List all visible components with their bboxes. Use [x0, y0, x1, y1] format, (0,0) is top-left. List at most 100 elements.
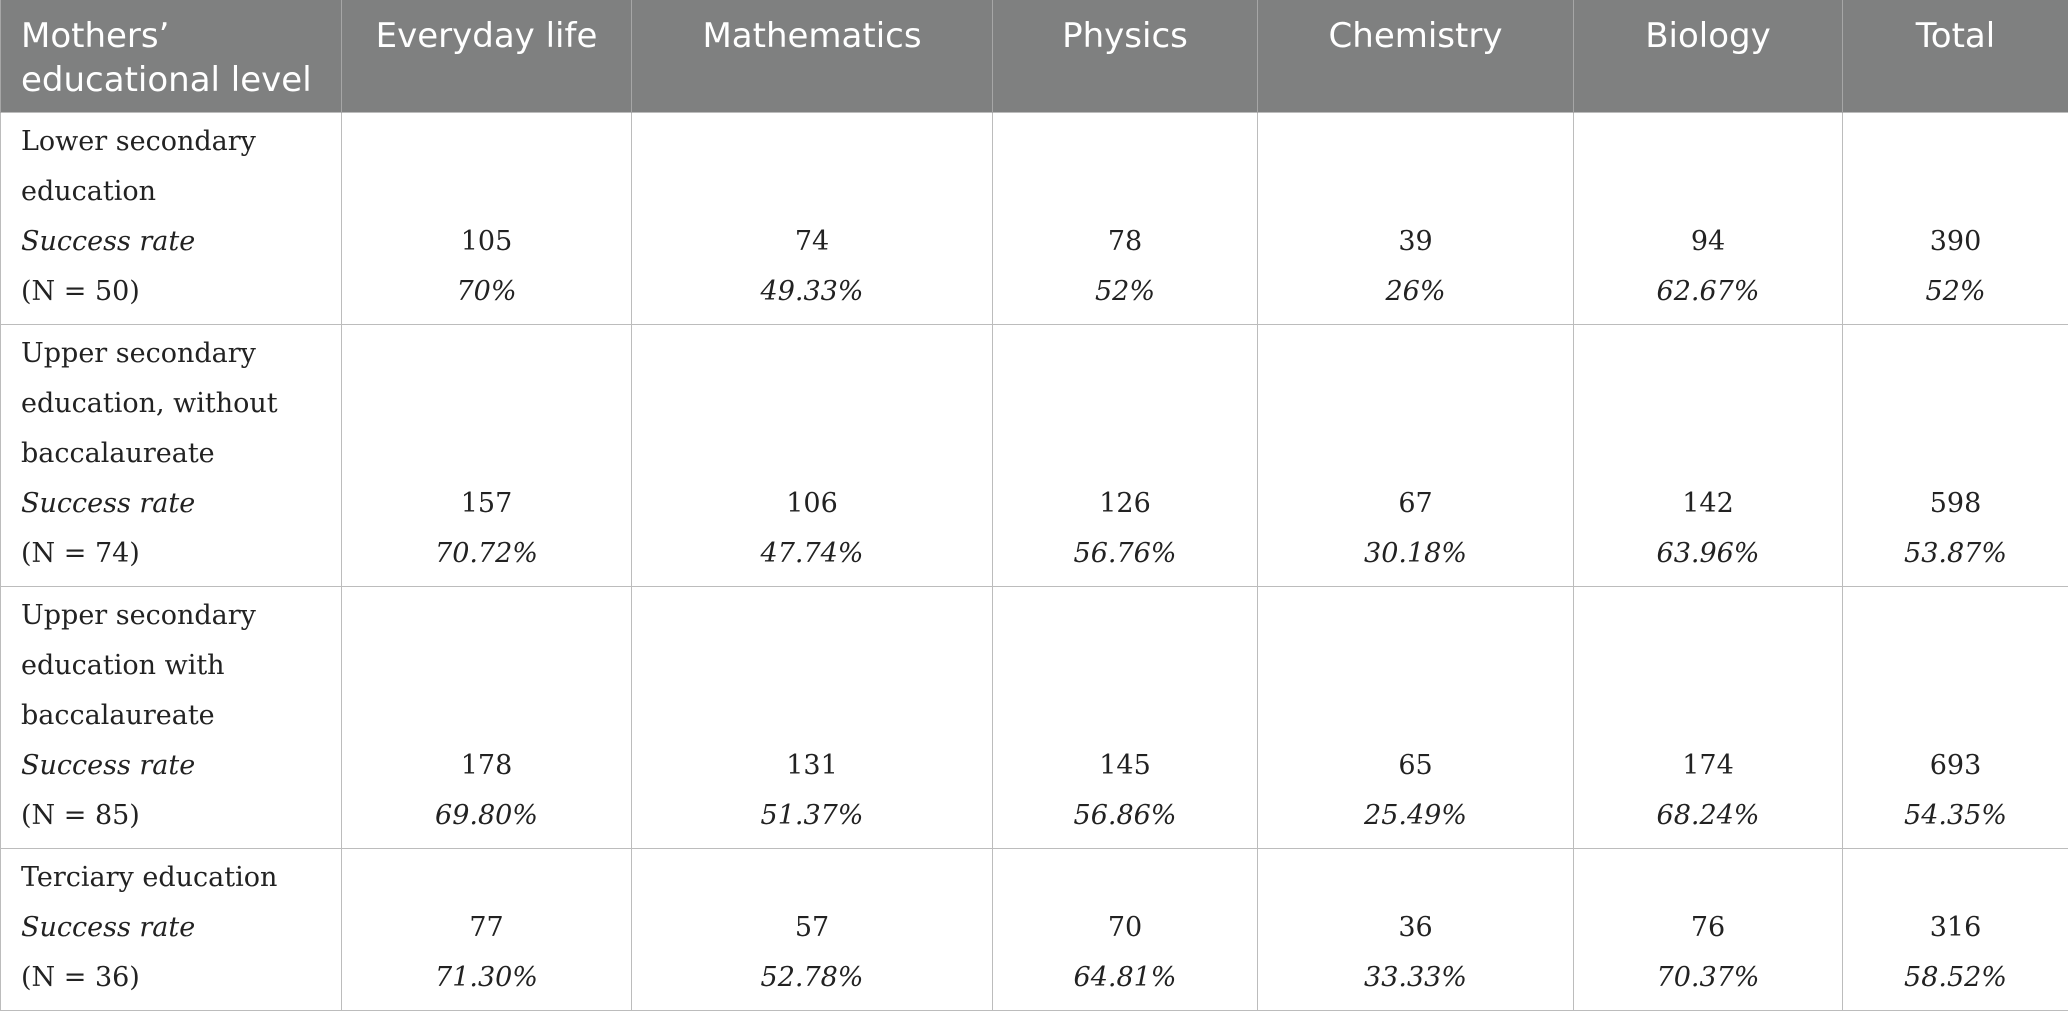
row-label-cell: Upper secondary education, without baccala… [0, 323, 342, 587]
correct-answer-count: 70 [1107, 911, 1143, 943]
success-rate-value: 25.49% [1364, 799, 1467, 831]
row-label-cell: Upper secondary education with baccalaurea… [0, 585, 342, 849]
success-rate-label: Success rate [21, 487, 196, 519]
success-rate-value: 70.37% [1656, 961, 1760, 993]
spacer [632, 591, 992, 641]
spacer [1574, 117, 1842, 167]
spacer [993, 329, 1257, 379]
spacer [1843, 429, 2068, 479]
value-content: 57 52.78% [632, 849, 992, 1003]
value-content: 131 51.37% [632, 587, 992, 841]
spacer [632, 379, 992, 429]
header-biology: Biology [1573, 0, 1843, 112]
value-cell: 57 52.78% [631, 847, 993, 1012]
education-level-label: education, without [21, 387, 278, 419]
correct-answer-count: 598 [1929, 487, 1982, 519]
row-label-content: Upper secondary education with baccalaurea… [21, 587, 341, 841]
success-rate-value: 49.33% [760, 275, 864, 307]
success-rate-value: 26% [1385, 275, 1446, 307]
spacer [993, 379, 1257, 429]
header-line: Mathematics [702, 16, 922, 56]
value-cell: 145 56.86% [992, 585, 1258, 849]
correct-answer-count: 78 [1107, 225, 1143, 257]
value-cell: 78 52% [992, 111, 1258, 325]
value-cell: 157 70.72% [341, 323, 632, 587]
table-row: Terciary education Success rate (N = 36) 77… [0, 847, 2068, 1012]
spacer [342, 167, 631, 217]
spacer [342, 117, 631, 167]
success-rate-value: 51.37% [760, 799, 864, 831]
spacer [1258, 329, 1573, 379]
spacer [1843, 167, 2068, 217]
education-level-label: Lower secondary [21, 125, 256, 157]
success-rate-value: 52.78% [760, 961, 864, 993]
correct-answer-count: 74 [794, 225, 830, 257]
success-rate-value: 70% [456, 275, 517, 307]
header-chemistry: Chemistry [1257, 0, 1574, 112]
spacer [1574, 429, 1842, 479]
value-content: 126 56.76% [993, 325, 1257, 579]
correct-answer-count: 67 [1398, 487, 1433, 519]
value-content: 67 30.18% [1258, 325, 1573, 579]
spacer [632, 429, 992, 479]
value-cell: 70 64.81% [992, 847, 1258, 1012]
value-cell: 598 53.87% [1842, 323, 2068, 587]
value-content: 77 71.30% [342, 849, 631, 1003]
row-label-content: Terciary education Success rate (N = 36) [21, 849, 341, 1003]
value-content: 76 70.37% [1574, 849, 1842, 1003]
education-level-label: Upper secondary [21, 599, 256, 631]
value-content: 106 47.74% [632, 325, 992, 579]
spacer [342, 853, 631, 903]
row-label-content: Upper secondary education, without baccala… [21, 325, 341, 579]
correct-answer-count: 76 [1690, 911, 1726, 943]
header-row: Mothers’ educational level Everyday life… [0, 0, 2068, 112]
value-cell: 178 69.80% [341, 585, 632, 849]
correct-answer-count: 105 [460, 225, 513, 257]
spacer [342, 329, 631, 379]
value-cell: 693 54.35% [1842, 585, 2068, 849]
spacer [1258, 167, 1573, 217]
value-content: 142 63.96% [1574, 325, 1842, 579]
value-content: 157 70.72% [342, 325, 631, 579]
success-rate-value: 47.74% [760, 537, 864, 569]
education-level-label: education [21, 175, 156, 207]
success-rate-value: 68.24% [1656, 799, 1760, 831]
success-rate-value: 63.96% [1656, 537, 1760, 569]
value-cell: 105 70% [341, 111, 632, 325]
header-mothers-educational-level: Mothers’ educational level [0, 0, 342, 112]
education-level-label: baccalaureate [21, 699, 215, 731]
spacer [632, 329, 992, 379]
value-content: 78 52% [993, 113, 1257, 317]
spacer [1258, 853, 1573, 903]
value-cell: 131 51.37% [631, 585, 993, 849]
success-rate-value: 33.33% [1364, 961, 1467, 993]
success-rate-value: 52% [1925, 275, 1986, 307]
value-cell: 94 62.67% [1573, 111, 1843, 325]
correct-answer-count: 693 [1929, 749, 1982, 781]
spacer [993, 117, 1257, 167]
success-rate-value: 53.87% [1904, 537, 2007, 569]
spacer [1574, 691, 1842, 741]
value-cell: 65 25.49% [1257, 585, 1574, 849]
spacer [342, 641, 631, 691]
value-cell: 174 68.24% [1573, 585, 1843, 849]
correct-answer-count: 174 [1682, 749, 1734, 781]
value-cell: 39 26% [1257, 111, 1574, 325]
spacer [342, 379, 631, 429]
spacer [632, 167, 992, 217]
spacer [1574, 379, 1842, 429]
header-physics: Physics [992, 0, 1258, 112]
spacer [632, 853, 992, 903]
spacer [1574, 167, 1842, 217]
value-content: 316 58.52% [1843, 849, 2068, 1003]
value-cell: 316 58.52% [1842, 847, 2068, 1012]
education-level-label: Terciary education [21, 861, 278, 893]
sample-size-label: (N = 85) [21, 799, 140, 831]
correct-answer-count: 36 [1398, 911, 1433, 943]
header-total: Total [1842, 0, 2068, 112]
row-label-cell: Terciary education Success rate (N = 36) [0, 847, 342, 1012]
spacer [993, 691, 1257, 741]
success-rate-label: Success rate [21, 225, 196, 257]
value-cell: 74 49.33% [631, 111, 993, 325]
value-content: 693 54.35% [1843, 587, 2068, 841]
